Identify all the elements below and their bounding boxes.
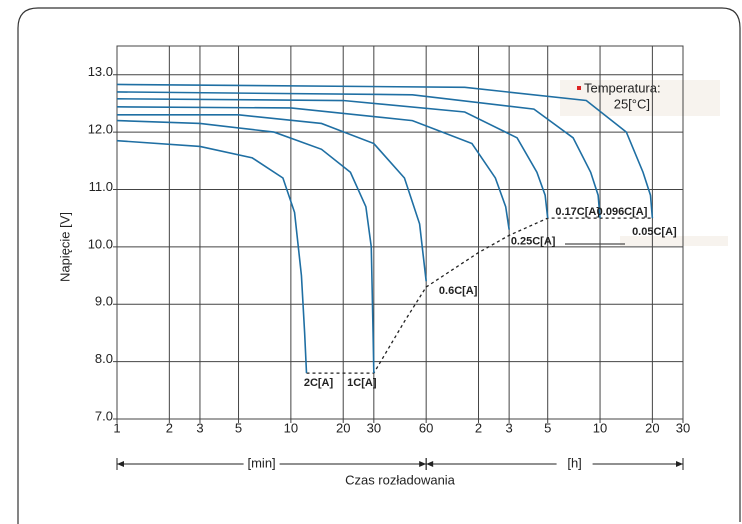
y-tick-label: 13.0: [88, 64, 113, 79]
annotation: Temperatura:: [584, 80, 661, 95]
curve: [116, 106, 510, 230]
curve: [116, 139, 308, 374]
x-tick-label: 5: [544, 420, 551, 435]
curve: [116, 91, 601, 219]
curve: [116, 83, 654, 219]
frame: [17, 7, 741, 524]
span-label-bg: [243, 456, 280, 472]
x-tick-label: 10: [284, 420, 298, 435]
x-tick-label: 20: [336, 420, 350, 435]
y-tick-label: 7.0: [95, 408, 113, 423]
x-tick-label: 5: [235, 420, 242, 435]
curve: [116, 119, 375, 374]
x-tick-label: 1: [113, 420, 120, 435]
x-tick-label: 30: [676, 420, 690, 435]
y-tick-label: 10.0: [88, 236, 113, 251]
x-tick-label: 3: [196, 420, 203, 435]
x-tick-label: 2: [166, 420, 173, 435]
curve-label: 2C[A]: [304, 377, 334, 389]
annotation-marker: [577, 86, 581, 90]
span-label: [min]: [247, 455, 275, 470]
shade: [620, 236, 728, 246]
curve: [117, 114, 427, 282]
y-tick-label: 11.0: [89, 179, 113, 194]
curve-label: 0.096C[A]: [597, 206, 648, 218]
curve-label: 0.05C[A]: [632, 226, 677, 238]
x-tick-label: 3: [506, 420, 513, 435]
curve-label: 0.17C[A]: [555, 206, 600, 218]
span-label-bg: [556, 456, 593, 472]
curve-label: 1C[A]: [347, 377, 377, 389]
x-tick-label: 10: [593, 420, 607, 435]
y-axis-label: Napięcie [V]: [57, 212, 72, 282]
x-axis-label: Czas rozładowania: [345, 472, 456, 487]
shade: [560, 80, 720, 116]
annotation: 25[°C]: [614, 96, 650, 111]
y-tick-label: 8.0: [95, 351, 113, 366]
end-voltage-line: [306, 217, 653, 374]
x-tick-label: 30: [367, 420, 381, 435]
span-label: [h]: [567, 455, 581, 470]
curve-label: 0.6C[A]: [439, 285, 478, 297]
x-tick-label: 20: [645, 420, 659, 435]
x-tick-label: 2: [475, 420, 482, 435]
curve: [116, 97, 549, 219]
y-tick-label: 9.0: [95, 294, 113, 309]
curve-label: 0.25C[A]: [511, 236, 556, 248]
y-tick-label: 12.0: [88, 122, 113, 137]
x-tick-label: 60: [419, 420, 433, 435]
